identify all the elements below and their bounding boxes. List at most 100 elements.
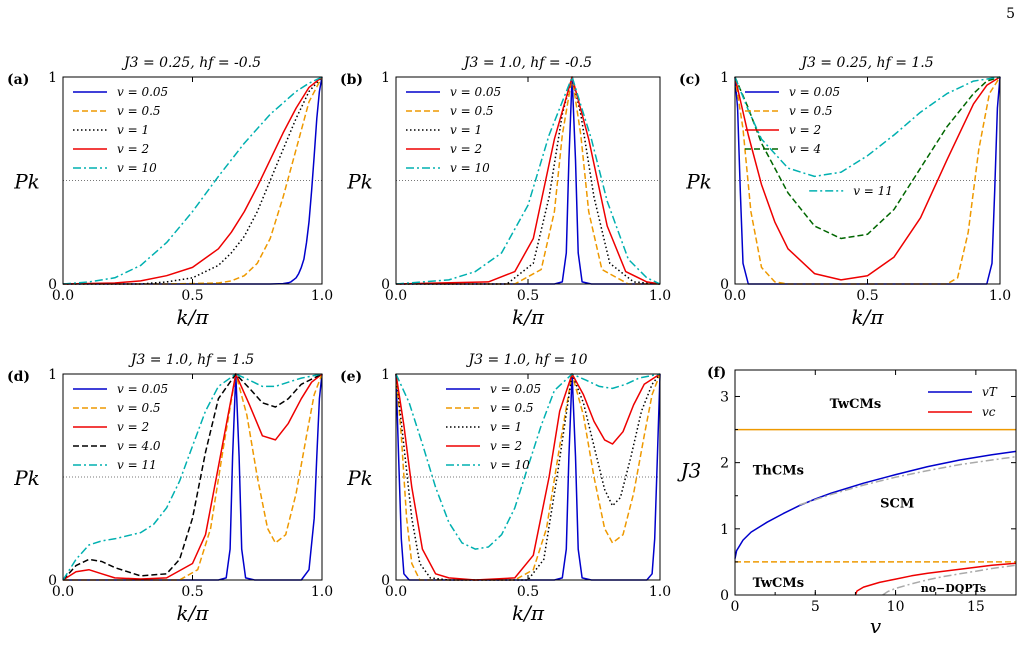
y-tick-label: 0: [381, 277, 390, 293]
region-label: ThCMs: [753, 463, 804, 478]
panel-f: 0 5 10 15 0 1 2 3 (f) v J3 vT vc TwCMs ThCMs SCM TwCMs no…: [677, 365, 1017, 638]
panel-b: 0.0 0.5 1.0 0 1 J3 = 1.0, hf = -0.5 (b) k/π Pk v …: [340, 55, 671, 329]
legend-label: v = 2: [117, 420, 149, 434]
panel-title: J3 = 1.0, hf = -0.5: [461, 55, 592, 71]
series-line-4: [734, 76, 1001, 178]
x-axis-label: k/π: [176, 601, 209, 625]
x-tick-label: 1.0: [649, 584, 671, 600]
series-line-1: [63, 76, 323, 285]
legend-label: vc: [982, 405, 996, 419]
x-axis-label: k/π: [176, 305, 209, 329]
x-axis-label: v: [870, 614, 882, 638]
x-tick-label: 0.5: [856, 288, 878, 304]
panel-label: (a): [7, 72, 29, 88]
x-tick-label: 0.0: [52, 288, 74, 304]
legend-label: v = 2: [450, 142, 482, 156]
legend-label: v = 4: [789, 142, 821, 156]
legend-label: v = 2: [117, 142, 149, 156]
legend-label: v = 2: [490, 439, 522, 453]
legend-label: v = 0.05: [789, 85, 840, 99]
annotation-label: v = 11: [853, 184, 893, 198]
x-tick-label: 0.0: [385, 288, 407, 304]
x-tick-label: 1.0: [989, 288, 1011, 304]
series-line-1: [854, 562, 1017, 596]
y-tick-label: 3: [720, 389, 729, 405]
x-tick-label: 0.5: [181, 288, 203, 304]
panel-label: (c): [679, 72, 701, 88]
legend-label: v = 0.5: [117, 104, 161, 118]
panel-title: J3 = 0.25, hf = -0.5: [121, 55, 261, 71]
y-tick-label: 1: [381, 70, 390, 86]
panel-title: J3 = 1.0, hf = 1.5: [128, 352, 255, 368]
x-tick-label: 0.5: [181, 584, 203, 600]
legend-label: v = 1: [450, 123, 482, 137]
series-line-3: [62, 373, 323, 581]
panel-title: J3 = 1.0, hf = 10: [466, 352, 588, 368]
legend-label: v = 0.5: [450, 104, 494, 118]
y-tick-label: 1: [720, 522, 729, 538]
legend-label: v = 1: [490, 420, 522, 434]
legend-label: v = 0.5: [490, 401, 534, 415]
x-tick-label: 1.0: [649, 288, 671, 304]
series-line-4: [395, 76, 661, 285]
x-tick-label: 1.0: [311, 584, 333, 600]
y-tick-label: 1: [48, 367, 57, 383]
page-number: 5: [1006, 6, 1015, 22]
region-label: TwCMs: [753, 576, 805, 591]
y-tick-label: 1: [381, 367, 390, 383]
panel-c: 0.0 0.5 1.0 0 1 J3 = 0.25, hf = 1.5 (c) k/π Pk v …: [679, 55, 1011, 329]
y-tick-label: 2: [720, 456, 729, 472]
panel-label: (e): [340, 369, 362, 385]
y-axis-label: Pk: [346, 170, 373, 194]
panel-label: (f): [707, 365, 726, 381]
series-line-4: [395, 373, 661, 550]
x-axis-label: k/π: [512, 305, 545, 329]
y-axis-label: Pk: [685, 170, 712, 194]
series-line-2: [798, 455, 1017, 506]
legend-label: v = 10: [117, 161, 157, 175]
series-line-3: [395, 373, 661, 581]
y-axis-label: Pk: [13, 170, 40, 194]
legend-label: v = 1: [117, 123, 149, 137]
x-tick-label: 0.0: [385, 584, 407, 600]
legend-label: v = 0.05: [450, 85, 501, 99]
axes-frame: [734, 369, 1017, 596]
y-tick-label: 0: [381, 573, 390, 589]
legend-label: v = 0.05: [117, 382, 168, 396]
x-axis-label: k/π: [851, 305, 884, 329]
y-tick-label: 0: [48, 277, 57, 293]
series-line-4: [62, 76, 323, 285]
series-line-2: [396, 76, 661, 285]
region-label: no−DQPTs: [921, 582, 986, 595]
y-tick-label: 1: [720, 70, 729, 86]
legend-label: v = 0.05: [117, 85, 168, 99]
x-tick-label: 0: [731, 599, 740, 615]
x-tick-label: 15: [967, 599, 985, 615]
y-tick-label: 0: [48, 573, 57, 589]
panel-d: 0.0 0.5 1.0 0 1 J3 = 1.0, hf = 1.5 (d) k/π Pk v =…: [7, 352, 333, 625]
panel-a: 0.0 0.5 1.0 0 1 J3 = 0.25, hf = -0.5 (a) k/π Pk v…: [7, 55, 333, 329]
panel-title: J3 = 0.25, hf = 1.5: [798, 55, 933, 71]
x-tick-label: 5: [811, 599, 820, 615]
y-axis-label: Pk: [13, 466, 40, 490]
legend-label: v = 2: [789, 123, 821, 137]
series-line-2: [734, 76, 1001, 281]
series-line-0: [63, 373, 323, 581]
y-axis-label: J3: [677, 458, 702, 482]
legend-label: v = 0.5: [117, 401, 161, 415]
panel-label: (d): [7, 369, 30, 385]
x-tick-label: 1.0: [311, 288, 333, 304]
series-line-3: [882, 564, 1017, 596]
x-tick-label: 0.5: [517, 288, 539, 304]
y-tick-label: 0: [720, 277, 729, 293]
series-line-1: [63, 373, 323, 581]
legend-label: v = 10: [450, 161, 490, 175]
x-tick-label: 0.0: [52, 584, 74, 600]
series-line-1: [395, 373, 661, 581]
legend-label: vT: [982, 385, 998, 399]
series-line-2: [62, 373, 323, 581]
legend-label: v = 11: [117, 458, 157, 472]
x-tick-label: 0.0: [724, 288, 746, 304]
y-tick-label: 0: [720, 588, 729, 604]
